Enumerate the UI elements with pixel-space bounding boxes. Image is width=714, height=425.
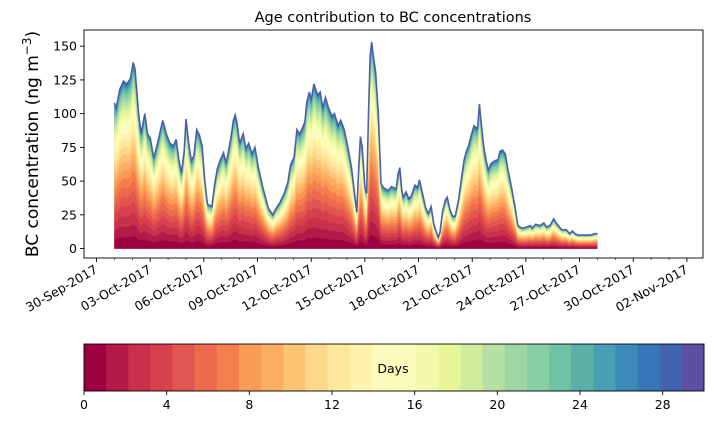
colorbar-label: Days bbox=[377, 361, 408, 376]
colorbar-tick-label: 20 bbox=[489, 397, 505, 412]
colorbar-segment bbox=[526, 344, 550, 391]
colorbar-frame bbox=[83, 343, 705, 392]
colorbar-segment bbox=[593, 344, 616, 391]
colorbar-segment bbox=[261, 344, 284, 391]
colorbar-segment bbox=[239, 344, 262, 391]
colorbar-segment bbox=[482, 344, 506, 391]
chart-title: Age contribution to BC concentrations bbox=[255, 10, 532, 26]
colorbar-segment bbox=[84, 344, 107, 391]
colorbar-tick-label: 8 bbox=[245, 397, 253, 412]
colorbar-segment bbox=[438, 344, 461, 391]
colorbar-segment bbox=[371, 344, 395, 391]
colorbar-segment bbox=[172, 344, 196, 391]
y-axis-label: BC concentration (ng m−3) bbox=[20, 31, 43, 257]
colorbar-segment bbox=[106, 344, 129, 391]
colorbar: 0 4 8 12 16 20 24 28 bbox=[80, 343, 705, 412]
colorbar-segment bbox=[571, 344, 594, 391]
colorbar-tick-label: 16 bbox=[407, 397, 423, 412]
colorbar-segment bbox=[637, 344, 661, 391]
colorbar-tick-label: 12 bbox=[324, 397, 340, 412]
y-tick-label: 0 bbox=[69, 241, 77, 256]
colorbar-segment bbox=[394, 344, 417, 391]
y-tick-label: 125 bbox=[53, 72, 77, 87]
colorbar-tick-label: 0 bbox=[80, 397, 88, 412]
colorbar-segment bbox=[283, 344, 306, 391]
plot-frame bbox=[83, 29, 704, 259]
y-tick-label: 75 bbox=[61, 140, 77, 155]
colorbar-segment bbox=[681, 344, 705, 391]
colorbar-tick-label: 4 bbox=[163, 397, 171, 412]
y-tick-label: 50 bbox=[61, 174, 77, 189]
colorbar-tick-label: 24 bbox=[572, 397, 588, 412]
age-band-area-0 bbox=[114, 234, 598, 249]
colorbar-segment bbox=[194, 344, 218, 391]
colorbar-segment bbox=[460, 344, 484, 391]
colorbar-segment bbox=[504, 344, 528, 391]
colorbar-segment bbox=[305, 344, 329, 391]
stacked-age-areas bbox=[114, 42, 598, 249]
colorbar-segment bbox=[416, 344, 439, 391]
colorbar-segment bbox=[659, 344, 683, 391]
total-concentration-line bbox=[113, 42, 598, 241]
colorbar-segment bbox=[150, 344, 174, 391]
y-axis: 0 25 50 75 100 125 150 bbox=[53, 39, 84, 256]
colorbar-segment bbox=[216, 344, 240, 391]
y-tick-label: 150 bbox=[53, 39, 77, 54]
colorbar-segment bbox=[128, 344, 151, 391]
y-tick-label: 25 bbox=[61, 207, 77, 222]
colorbar-tick-label: 28 bbox=[655, 397, 671, 412]
colorbar-segment bbox=[327, 344, 351, 391]
x-axis: 30-Sep-201703-Oct-201706-Oct-201709-Oct-… bbox=[23, 258, 690, 315]
colorbar-segment bbox=[549, 344, 572, 391]
colorbar-segment bbox=[349, 344, 373, 391]
colorbar-segment bbox=[615, 344, 639, 391]
y-tick-label: 100 bbox=[53, 106, 77, 121]
